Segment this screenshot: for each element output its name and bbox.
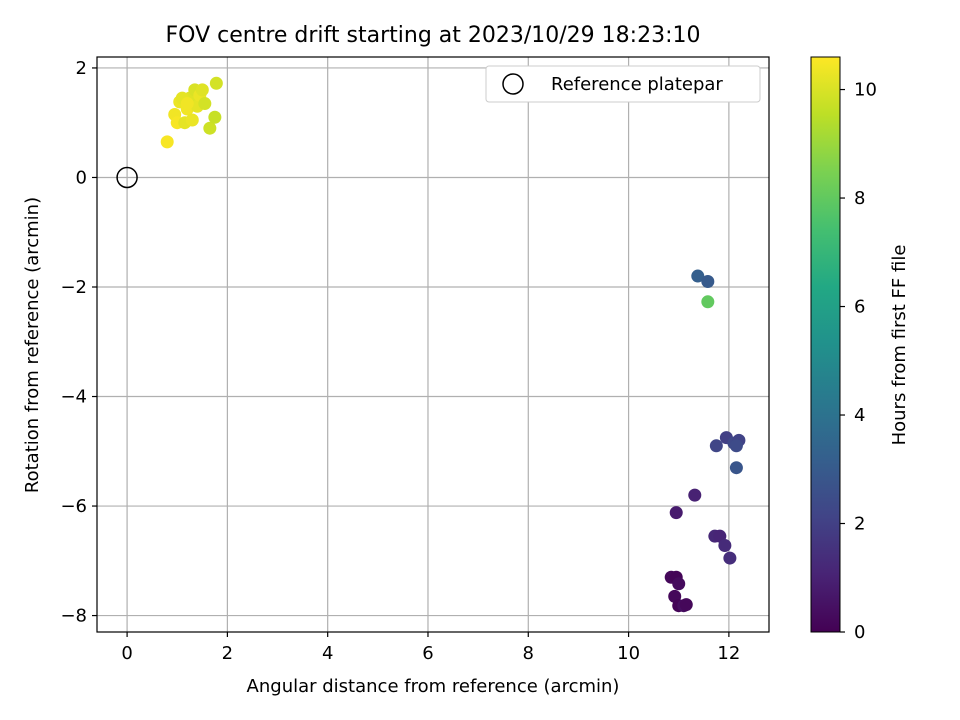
colorbar-tick-label: 10: [854, 80, 877, 101]
scatter-point: [209, 76, 223, 90]
scatter-point: [160, 135, 174, 149]
scatter-point: [729, 461, 743, 475]
scatter-point: [180, 97, 194, 111]
legend-marker-icon: [502, 73, 524, 95]
x-tick-label: 6: [422, 643, 433, 664]
y-tick-label: −4: [60, 387, 87, 408]
y-tick-label: 2: [76, 58, 87, 79]
colorbar-tick-label: 2: [854, 514, 865, 535]
scatter-point: [198, 97, 212, 111]
scatter-point: [701, 275, 715, 289]
reference-marker: [116, 166, 138, 189]
chart-title: FOV centre drift starting at 2023/10/29 …: [166, 23, 701, 48]
colorbar-tick-label: 8: [854, 188, 865, 209]
reference-platepar-marker: [116, 166, 138, 189]
colorbar: [810, 56, 841, 633]
y-tick-label: −6: [60, 496, 87, 517]
plot-frame: [96, 56, 770, 633]
scatter-point: [691, 269, 705, 283]
x-axis-label: Angular distance from reference (arcmin): [247, 676, 620, 697]
scatter-point: [729, 439, 743, 453]
scatter-point: [672, 577, 686, 591]
x-tick-label: 4: [322, 643, 333, 664]
scatter-point: [718, 538, 732, 552]
colorbar-ticks: 0 2 4 6 8 10: [840, 80, 877, 643]
scatter-point: [669, 506, 683, 520]
x-axis-ticks: 0 2 4 6 8 10 12: [121, 632, 740, 664]
y-axis-label: Rotation from reference (arcmin): [22, 197, 43, 493]
scatter-point: [679, 598, 693, 612]
y-axis-ticks: −8 −6 −4 −2 0 2: [60, 58, 97, 627]
y-tick-label: 0: [76, 167, 87, 188]
x-tick-label: 0: [121, 643, 132, 664]
colorbar-tick-label: 0: [854, 622, 865, 643]
colorbar-tick-label: 6: [854, 297, 865, 318]
scatter-point: [723, 551, 737, 565]
x-tick-label: 12: [717, 643, 740, 664]
x-tick-label: 2: [222, 643, 233, 664]
scatter-point: [195, 83, 209, 97]
colorbar-tick-label: 4: [854, 405, 865, 426]
scatter-point: [208, 110, 222, 124]
grid: [97, 57, 769, 632]
scatter-point: [709, 439, 723, 453]
scatter-point: [185, 113, 199, 127]
x-tick-label: 10: [617, 643, 640, 664]
legend: Reference platepar: [485, 65, 761, 103]
x-tick-label: 8: [523, 643, 534, 664]
y-tick-label: −8: [60, 606, 87, 627]
scatter-points: [160, 76, 746, 613]
scatter-point: [701, 295, 715, 309]
scatter-point: [688, 488, 702, 502]
y-tick-label: −2: [60, 277, 87, 298]
scatter-point: [203, 121, 217, 135]
legend-box: [485, 65, 761, 103]
colorbar-label: Hours from first FF file: [889, 245, 910, 446]
legend-label: Reference platepar: [551, 74, 723, 95]
